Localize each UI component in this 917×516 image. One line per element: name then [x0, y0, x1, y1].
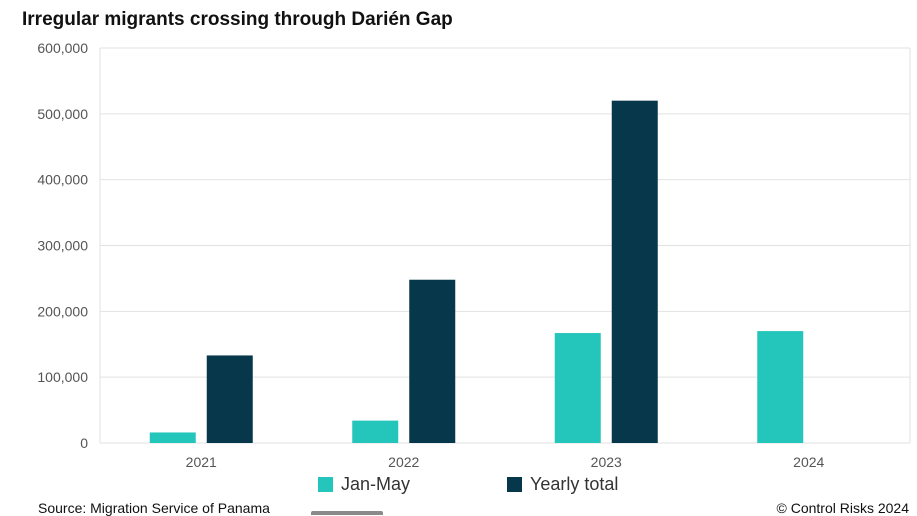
y-tick-label: 0	[80, 435, 88, 451]
bar-yearly-total-2021	[206, 355, 253, 443]
bar-jan-may-2023	[554, 333, 601, 443]
axis-labels: 0 100,000 200,000 300,000 400,000 500,000 600,…	[37, 40, 824, 470]
y-tick-label: 600,000	[37, 40, 88, 56]
bar-jan-may-2024	[757, 331, 804, 443]
gridlines	[99, 47, 911, 444]
x-tick-label: 2021	[186, 454, 217, 470]
copyright-note: © Control Risks 2024	[776, 500, 909, 516]
source-note: Source: Migration Service of Panama	[38, 500, 270, 516]
bar-yearly-total-2022	[409, 279, 456, 443]
y-tick-label: 300,000	[37, 238, 88, 254]
legend-swatch-jan-may	[318, 477, 333, 492]
y-tick-label: 100,000	[37, 369, 88, 385]
legend-item-jan-may: Jan-May	[318, 474, 410, 495]
y-tick-label: 400,000	[37, 172, 88, 188]
legend-swatch-yearly-total	[507, 477, 522, 492]
y-tick-label: 500,000	[37, 106, 88, 122]
legend-label-jan-may: Jan-May	[341, 474, 411, 494]
bar-jan-may-2022	[352, 420, 399, 443]
y-tick-label: 200,000	[37, 303, 88, 319]
x-tick-label: 2024	[793, 454, 824, 470]
legend-item-yearly-total: Yearly total	[507, 474, 618, 495]
bar-jan-may-2021	[149, 432, 196, 443]
x-tick-label: 2023	[591, 454, 622, 470]
scrollbar-thumb[interactable]	[311, 511, 383, 515]
bar-yearly-total-2023	[611, 100, 658, 444]
bar-chart: 0 100,000 200,000 300,000 400,000 500,000 600,…	[37, 40, 911, 470]
chart-title: Irregular migrants crossing through Dari…	[22, 9, 453, 30]
x-tick-label: 2022	[388, 454, 419, 470]
legend: Jan-May Yearly total	[0, 474, 917, 498]
bars	[149, 100, 804, 444]
legend-label-yearly-total: Yearly total	[530, 474, 619, 494]
